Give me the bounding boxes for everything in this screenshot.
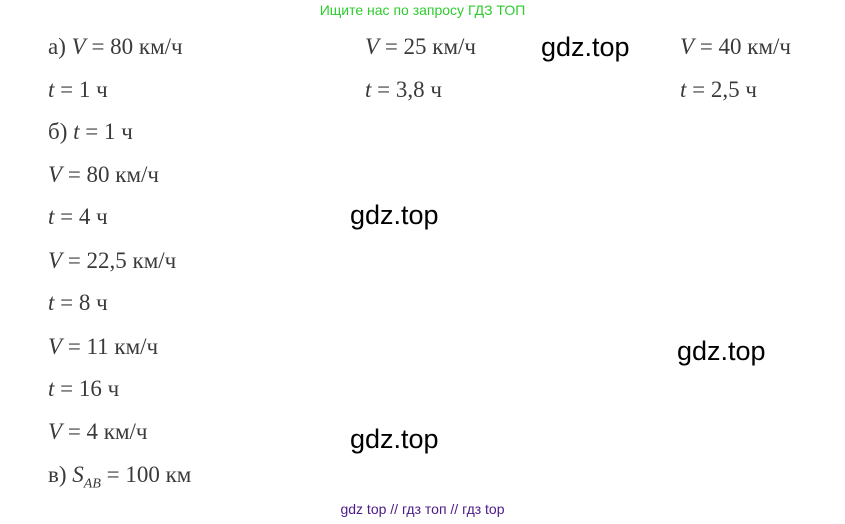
expression: = 4 км/ч (62, 419, 148, 444)
expression: = 16 ч (54, 376, 120, 401)
variable: V (48, 162, 63, 187)
variable: t (680, 77, 687, 102)
formula-line: б) t = 1 ч (48, 118, 133, 146)
expression: = 40 км/ч (694, 34, 791, 59)
expression: = 80 км/ч (85, 34, 183, 59)
formula-line: t = 16 ч (48, 375, 119, 403)
expression: = 8 ч (54, 290, 108, 315)
formula-line: t = 3,8 ч (365, 76, 442, 104)
watermark: gdz.top (541, 32, 630, 62)
formula-line: V = 11 км/ч (48, 333, 158, 361)
expression: = 22,5 км/ч (62, 248, 177, 273)
formula-line: а) V = 80 км/ч (48, 33, 183, 61)
item-label: в) (48, 462, 73, 487)
variable: t (48, 376, 55, 401)
formula-line: V = 25 км/ч (365, 33, 476, 61)
formula-line: в) SAB = 100 км (48, 461, 191, 499)
expression: = 25 км/ч (379, 34, 476, 59)
expression: = 1 ч (54, 77, 108, 102)
watermark: gdz.top (350, 424, 439, 454)
expression: = 4 ч (54, 204, 108, 229)
formula-line: t = 8 ч (48, 289, 108, 317)
watermark: gdz.top (350, 200, 439, 230)
variable: t (48, 204, 55, 229)
expression: = 1 ч (79, 119, 133, 144)
formula-line: V = 22,5 км/ч (48, 247, 176, 275)
formula-line: V = 4 км/ч (48, 418, 147, 446)
subscript: AB (83, 476, 101, 492)
variable: V (48, 334, 63, 359)
variable: V (48, 248, 63, 273)
expression: = 2,5 ч (686, 77, 757, 102)
variable: t (365, 77, 372, 102)
footer-watermark: gdz top // гдз топ // гдз top (340, 501, 505, 517)
formula-line: t = 4 ч (48, 203, 108, 231)
variable: S (72, 462, 84, 487)
formula-line: V = 40 км/ч (680, 33, 791, 61)
variable: V (680, 34, 695, 59)
watermark: gdz.top (677, 336, 766, 366)
formula-line: t = 2,5 ч (680, 76, 757, 104)
variable: V (71, 34, 86, 59)
expression: = 3,8 ч (371, 77, 442, 102)
variable: t (73, 119, 80, 144)
expression: = 11 км/ч (62, 334, 159, 359)
variable: V (365, 34, 380, 59)
variable: V (48, 419, 63, 444)
variable: t (48, 290, 55, 315)
expression: = 100 км (100, 462, 192, 487)
formula-line: V = 80 км/ч (48, 161, 159, 189)
expression: = 80 км/ч (62, 162, 159, 187)
variable: t (48, 77, 55, 102)
search-banner: Ищите нас по запросу ГДЗ ТОП (319, 2, 526, 18)
item-label: а) (48, 34, 72, 59)
item-label: б) (48, 119, 74, 144)
formula-line: t = 1 ч (48, 76, 108, 104)
